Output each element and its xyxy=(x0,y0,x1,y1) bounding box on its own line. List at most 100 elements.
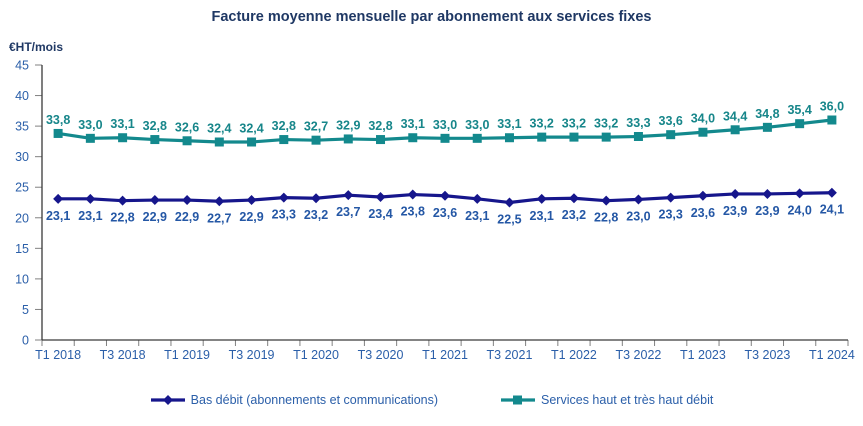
marker-diamond xyxy=(117,195,128,206)
marker-square xyxy=(247,137,257,147)
marker-square xyxy=(601,132,611,142)
marker-square xyxy=(343,134,353,144)
data-label: 33,2 xyxy=(530,117,554,131)
x-axis-tick-label: T3 2021 xyxy=(487,348,533,362)
data-label: 34,8 xyxy=(755,107,779,121)
marker-diamond xyxy=(246,195,257,206)
data-label: 23,7 xyxy=(336,205,360,219)
y-axis-tick-label: 45 xyxy=(15,59,29,73)
x-axis-tick-label: T1 2018 xyxy=(35,348,81,362)
data-label: 23,6 xyxy=(433,206,457,220)
marker-diamond xyxy=(375,192,386,202)
data-label: 32,9 xyxy=(336,118,360,132)
data-label: 36,0 xyxy=(820,100,844,114)
x-axis-tick-label: T3 2020 xyxy=(358,348,404,362)
data-label: 22,8 xyxy=(594,211,618,225)
data-label: 32,4 xyxy=(207,122,231,136)
data-label: 23,4 xyxy=(368,207,392,221)
data-label: 22,9 xyxy=(143,210,167,224)
legend-square-marker-icon xyxy=(501,395,536,405)
marker-diamond xyxy=(568,193,579,204)
x-axis-tick-label: T1 2020 xyxy=(293,348,339,362)
marker-diamond xyxy=(343,190,354,201)
data-label: 33,8 xyxy=(46,113,70,127)
data-label: 23,3 xyxy=(272,208,296,222)
line-chart-plot-area: 0 5 10 15 20 25 30 35 40 45 T1 2018 T3 2018 T1 2019 T… xyxy=(15,59,855,363)
legend-label: Bas débit (abonnements et communications… xyxy=(190,393,439,407)
x-axis-tick-label: T3 2022 xyxy=(616,348,662,362)
data-label: 33,1 xyxy=(497,117,521,131)
data-label: 22,5 xyxy=(497,213,521,227)
x-axis-tick-label: T1 2021 xyxy=(422,348,468,362)
marker-square xyxy=(827,115,837,125)
y-axis-tick-label: 25 xyxy=(15,181,29,195)
marker-square xyxy=(118,133,128,143)
data-label: 23,8 xyxy=(401,205,425,219)
marker-diamond xyxy=(440,190,450,201)
data-label: 23,1 xyxy=(78,209,102,223)
data-label: 23,1 xyxy=(465,209,489,223)
data-label: 33,0 xyxy=(465,118,489,132)
marker-diamond xyxy=(601,195,612,206)
data-label: 23,3 xyxy=(659,208,683,222)
marker-square xyxy=(279,135,289,145)
data-label: 33,1 xyxy=(110,117,134,131)
y-axis-tick-label: 40 xyxy=(15,89,29,103)
data-label: 32,7 xyxy=(304,120,328,134)
data-label: 35,4 xyxy=(787,103,811,117)
x-axis-tick-label: T3 2019 xyxy=(229,348,275,362)
x-axis-tick-label: T1 2022 xyxy=(551,348,597,362)
data-label: 33,2 xyxy=(594,117,618,131)
marker-diamond xyxy=(407,189,418,200)
marker-diamond xyxy=(826,187,837,198)
data-label: 23,9 xyxy=(723,204,747,218)
marker-square xyxy=(666,130,676,140)
y-axis-unit-label: €HT/mois xyxy=(9,40,64,54)
marker-square xyxy=(311,135,321,145)
y-axis-tick-label: 15 xyxy=(15,242,29,256)
data-label: 34,4 xyxy=(723,109,747,123)
marker-diamond xyxy=(311,193,322,204)
marker-square xyxy=(537,132,547,142)
x-axis-tick-label: T1 2019 xyxy=(164,348,210,362)
marker-square xyxy=(730,125,740,135)
data-label: 22,8 xyxy=(110,211,134,225)
x-axis-tick-label: T1 2023 xyxy=(680,348,726,362)
marker-diamond xyxy=(278,192,289,203)
data-label: 33,6 xyxy=(659,114,683,128)
marker-square xyxy=(795,119,805,129)
marker-diamond xyxy=(536,193,547,204)
data-label: 23,9 xyxy=(755,204,779,218)
marker-diamond xyxy=(85,193,96,204)
marker-square xyxy=(633,132,643,141)
data-label: 32,8 xyxy=(143,119,167,133)
x-axis-tick-label: T1 2024 xyxy=(809,348,855,362)
data-label: 23,6 xyxy=(691,206,715,220)
data-label: 24,1 xyxy=(820,203,844,217)
marker-square xyxy=(472,133,482,143)
y-axis-tick-label: 35 xyxy=(15,120,29,134)
marker-square xyxy=(214,137,224,147)
marker-square xyxy=(376,135,386,145)
marker-square xyxy=(53,128,63,138)
data-label: 33,1 xyxy=(401,117,425,131)
data-label: 34,0 xyxy=(691,112,715,126)
data-label: 32,6 xyxy=(175,120,199,134)
marker-square xyxy=(440,133,450,143)
marker-square xyxy=(504,133,514,143)
data-label: 22,9 xyxy=(239,210,263,224)
marker-diamond xyxy=(762,188,773,199)
marker-diamond xyxy=(665,192,676,203)
data-label: 33,0 xyxy=(433,118,457,132)
marker-diamond xyxy=(472,193,483,204)
marker-square xyxy=(85,133,95,143)
marker-diamond xyxy=(697,190,708,201)
marker-diamond xyxy=(214,196,225,207)
marker-diamond xyxy=(504,197,515,208)
marker-square xyxy=(569,132,579,142)
data-label: 32,8 xyxy=(368,119,392,133)
marker-diamond xyxy=(794,188,805,199)
legend-diamond-marker-icon xyxy=(150,395,185,405)
marker-square xyxy=(698,127,708,137)
